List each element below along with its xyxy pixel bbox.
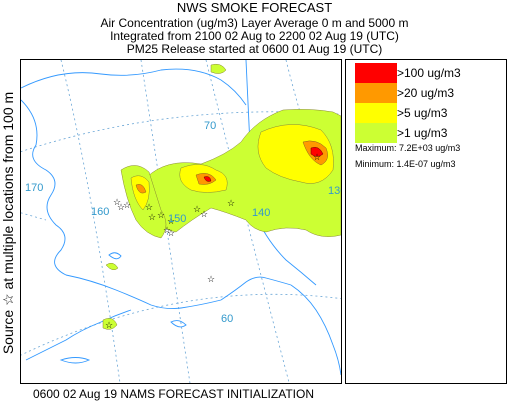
lon-line-150 bbox=[140, 60, 191, 383]
lon-label-150: 150 bbox=[168, 213, 186, 225]
source-star-icon: ☆ bbox=[157, 210, 165, 220]
map-panel: ☆☆☆☆☆☆☆☆☆☆☆☆☆☆☆ 170 160 150 140 130 70 6… bbox=[20, 59, 342, 384]
source-star-icon: ☆ bbox=[313, 152, 321, 162]
smoke-patch-north bbox=[210, 63, 227, 74]
smoke-map: ☆☆☆☆☆☆☆☆☆☆☆☆☆☆☆ 170 160 150 140 130 70 6… bbox=[21, 60, 341, 383]
legend-swatch-1 bbox=[355, 123, 397, 143]
legend-entry-100: >100 ug/m3 bbox=[355, 63, 495, 83]
source-star-icon: ☆ bbox=[105, 320, 113, 330]
legend-label-100: >100 ug/m3 bbox=[397, 66, 461, 80]
lon-label-130: 130 bbox=[328, 185, 341, 197]
lon-line-130 bbox=[285, 60, 341, 236]
smoke-core-east bbox=[257, 124, 334, 184]
concentration-description: Air Concentration (ug/m3) Layer Average … bbox=[100, 16, 409, 30]
lon-line-140 bbox=[205, 60, 290, 383]
legend-swatch-5 bbox=[355, 103, 397, 123]
smoke-level-20 bbox=[135, 140, 328, 194]
source-star-icon: ☆ bbox=[145, 202, 153, 212]
source-star-icon: ☆ bbox=[117, 202, 125, 212]
graticule bbox=[21, 60, 341, 383]
aleutian-chain bbox=[25, 309, 132, 361]
smoke-core-west bbox=[130, 175, 150, 211]
source-star-icon: ☆ bbox=[167, 228, 175, 238]
alaska-west-coast bbox=[21, 99, 67, 276]
lon-line-160 bbox=[60, 60, 121, 383]
release-start: PM25 Release started at 0600 01 Aug 19 (… bbox=[126, 42, 383, 56]
source-star-icon: ☆ bbox=[200, 209, 208, 219]
lon-label-140: 140 bbox=[252, 207, 270, 219]
legend-maximum: Maximum: 7.2E+03 ug/m3 bbox=[355, 143, 461, 153]
lon-label-160: 160 bbox=[91, 206, 109, 218]
legend-minimum: Minimum: 1.4E-07 ug/m3 bbox=[355, 159, 456, 169]
island-3 bbox=[59, 357, 91, 364]
panhandle-coast bbox=[290, 284, 341, 376]
lon-line-170 bbox=[21, 212, 47, 221]
source-star-icon: ☆ bbox=[148, 212, 156, 222]
source-locations-label: Source ☆ at multiple locations from 100 … bbox=[0, 91, 16, 355]
source-star-icon: ☆ bbox=[227, 198, 235, 208]
lat-line-60 bbox=[21, 293, 341, 356]
legend-swatch-100 bbox=[355, 63, 397, 83]
legend-panel: >100 ug/m3 >20 ug/m3 >5 ug/m3 >1 ug/m3 M… bbox=[345, 59, 507, 384]
alaska-peninsula bbox=[65, 274, 222, 310]
source-star-icon: ☆ bbox=[123, 200, 131, 210]
source-markers: ☆☆☆ ☆☆ ☆☆☆☆☆☆☆☆☆☆ bbox=[105, 152, 321, 330]
lat-label-70: 70 bbox=[204, 120, 216, 132]
legend-label-20: >20 ug/m3 bbox=[397, 86, 455, 100]
smoke-peak-east bbox=[310, 147, 324, 157]
lat-label-60: 60 bbox=[221, 313, 233, 325]
source-star-icon: ☆ bbox=[163, 225, 171, 235]
forecast-initialization: 0600 02 Aug 19 NAMS FORECAST INITIALIZAT… bbox=[33, 387, 314, 401]
legend-swatch-20 bbox=[355, 83, 397, 103]
legend-entry-1: >1 ug/m3 bbox=[355, 123, 495, 143]
source-star-icon: ☆ bbox=[113, 197, 121, 207]
source-star-icon: ☆ bbox=[193, 204, 201, 214]
chart-title: NWS SMOKE FORECAST bbox=[176, 0, 333, 15]
island-2 bbox=[170, 320, 187, 328]
smoke-level-100 bbox=[203, 147, 324, 182]
island-1 bbox=[108, 252, 122, 260]
legend-entry-5: >5 ug/m3 bbox=[355, 103, 495, 123]
legend-label-5: >5 ug/m3 bbox=[397, 106, 448, 120]
source-star-icon: ☆ bbox=[167, 216, 175, 226]
legend-label-1: >1 ug/m3 bbox=[397, 126, 448, 140]
smoke-patch-west bbox=[105, 262, 119, 271]
source-star-icon: ☆ bbox=[207, 274, 215, 284]
alaska-north-coast bbox=[21, 68, 247, 106]
smoke-patch-lowleft bbox=[102, 318, 118, 330]
legend-entry-20: >20 ug/m3 bbox=[355, 83, 495, 103]
gulf-coast bbox=[220, 276, 292, 301]
smoke-peak-central bbox=[203, 176, 212, 182]
lon-label-170: 170 bbox=[25, 182, 43, 194]
smoke-hot-west bbox=[135, 184, 147, 194]
grid-labels: 170 160 150 140 130 70 60 bbox=[25, 120, 341, 325]
integration-period: Integrated from 2100 02 Aug to 2200 02 A… bbox=[110, 29, 399, 43]
